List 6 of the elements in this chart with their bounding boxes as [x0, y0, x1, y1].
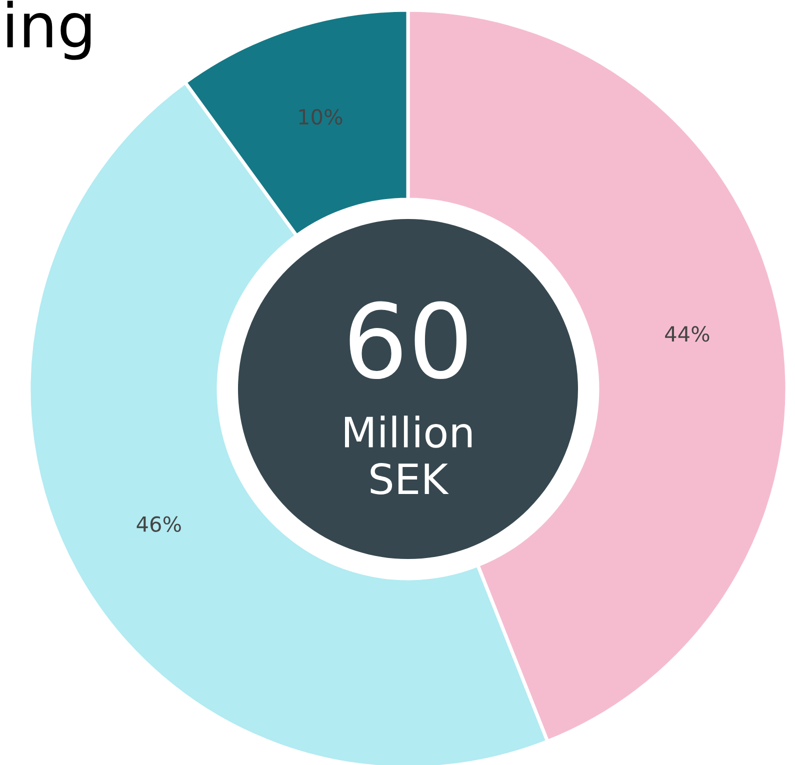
data-label: 10% — [299, 108, 342, 125]
data-label: 44% — [665, 326, 710, 342]
data-label: 46% — [136, 516, 181, 532]
text: 60 — [350, 301, 467, 380]
text: Million SEK — [345, 416, 472, 495]
chart-title: ing — [7, 0, 91, 60]
